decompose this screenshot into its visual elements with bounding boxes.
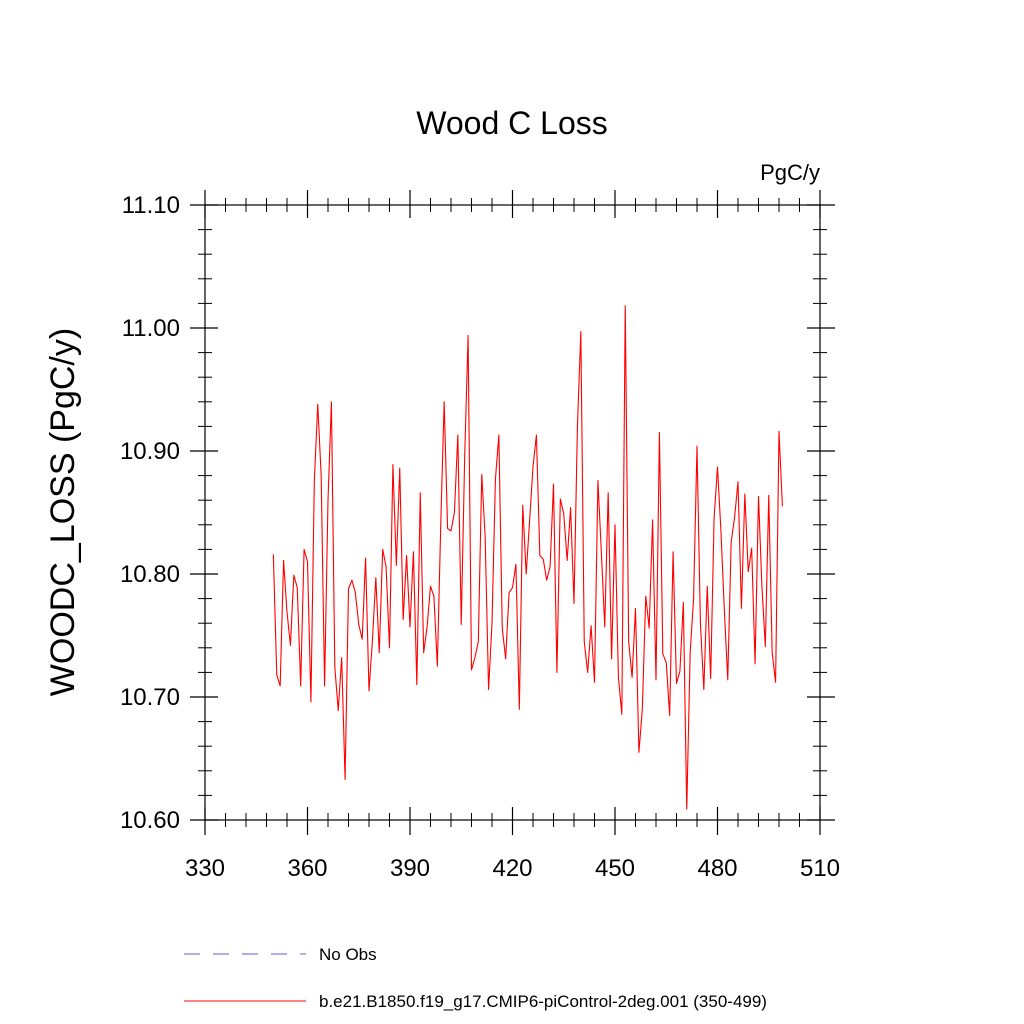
x-tick-label: 510 xyxy=(800,855,840,882)
x-tick-label: 450 xyxy=(595,855,635,882)
y-tick-label: 11.00 xyxy=(122,315,180,342)
x-tick-label: 420 xyxy=(492,855,532,882)
y-tick-label: 10.80 xyxy=(120,561,180,588)
y-tick-label: 10.90 xyxy=(120,438,180,465)
x-tick-label: 480 xyxy=(697,855,737,882)
major-ticks xyxy=(190,190,835,835)
y-tick-label: 11.10 xyxy=(122,192,180,219)
legend-label-0: No Obs xyxy=(319,945,377,964)
x-tick-labels: 330 360 390 420 450 480 510 xyxy=(185,855,840,882)
x-tick-label: 390 xyxy=(390,855,430,882)
chart-title: Wood C Loss xyxy=(416,105,608,141)
series-line-1 xyxy=(272,305,783,810)
y-tick-labels: 10.60 10.70 10.80 10.90 11.00 11.10 xyxy=(120,192,180,834)
units-label: PgC/y xyxy=(760,160,820,185)
x-tick-label: 330 xyxy=(185,855,225,882)
legend-label-1: b.e21.B1850.f19_g17.CMIP6-piControl-2deg… xyxy=(319,992,767,1011)
y-tick-label: 10.60 xyxy=(120,807,180,834)
series-lines xyxy=(272,305,783,810)
x-tick-label: 360 xyxy=(287,855,327,882)
y-axis-label: WOODC_LOSS (PgC/y) xyxy=(44,328,82,696)
minor-ticks xyxy=(198,198,827,827)
legend: No Obs b.e21.B1850.f19_g17.CMIP6-piContro… xyxy=(184,945,767,1011)
y-tick-label: 10.70 xyxy=(120,684,180,711)
